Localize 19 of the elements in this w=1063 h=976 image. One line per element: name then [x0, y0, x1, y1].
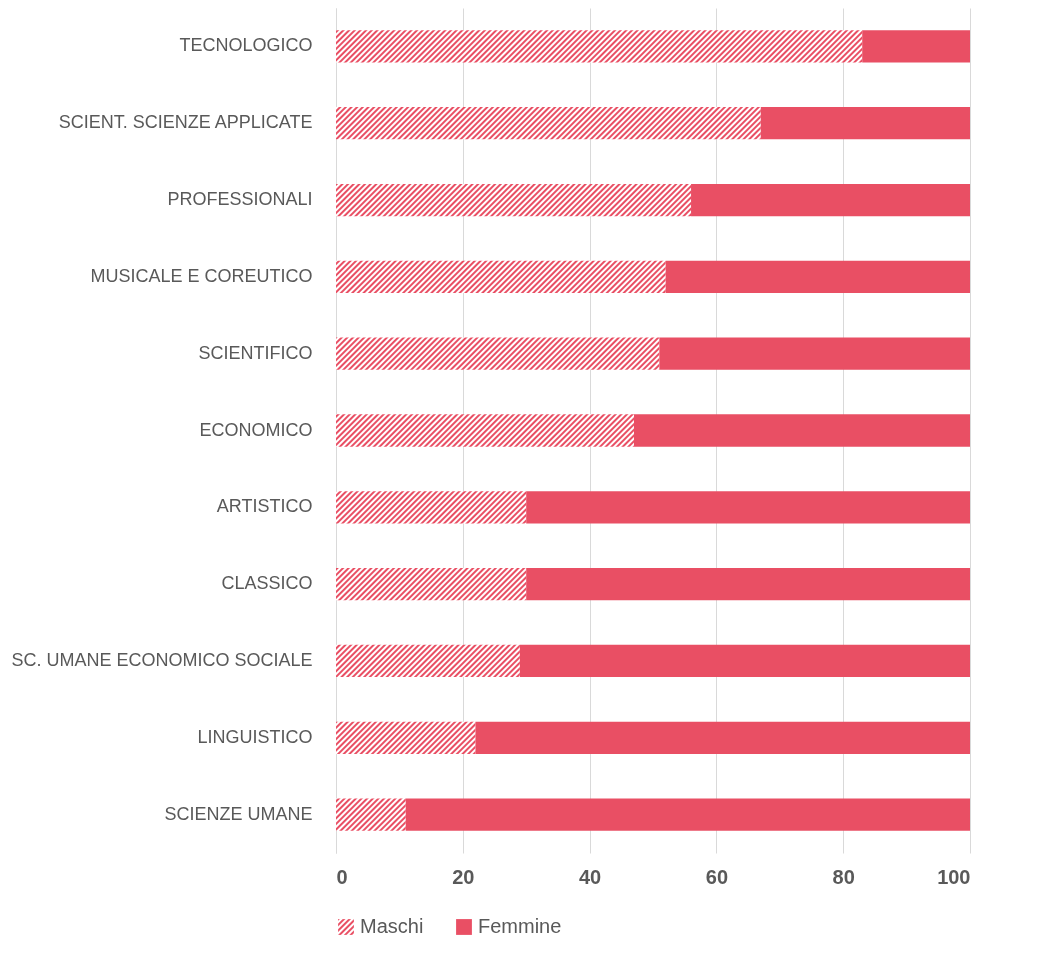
- y-tick-label: CLASSICO: [221, 573, 313, 594]
- y-tick-label: PROFESSIONALI: [167, 189, 313, 210]
- x-tick-label: 20: [452, 865, 475, 888]
- x-tick-label: 100: [937, 865, 971, 888]
- x-tick-label: 80: [832, 865, 855, 888]
- y-tick-label: LINGUISTICO: [197, 726, 313, 747]
- x-tick-label: 40: [578, 865, 602, 888]
- y-tick-label: ARTISTICO: [216, 496, 313, 517]
- y-tick-label: SC. UMANE ECONOMICO SOCIALE: [11, 649, 313, 670]
- legend-label: Femmine: [478, 915, 562, 937]
- y-tick-label: TECNOLOGICO: [179, 35, 313, 56]
- legend-label: Maschi: [360, 915, 424, 937]
- y-tick-label: SCIENTIFICO: [198, 342, 313, 363]
- y-tick-label: MUSICALE E COREUTICO: [90, 265, 313, 286]
- x-tick-label: 60: [705, 865, 729, 888]
- y-tick-label: SCIENZE UMANE: [164, 803, 313, 824]
- x-tick-label: 0: [336, 865, 348, 888]
- y-tick-label: ECONOMICO: [199, 419, 313, 440]
- y-tick-label: SCIENT. SCIENZE APPLICATE: [58, 112, 313, 133]
